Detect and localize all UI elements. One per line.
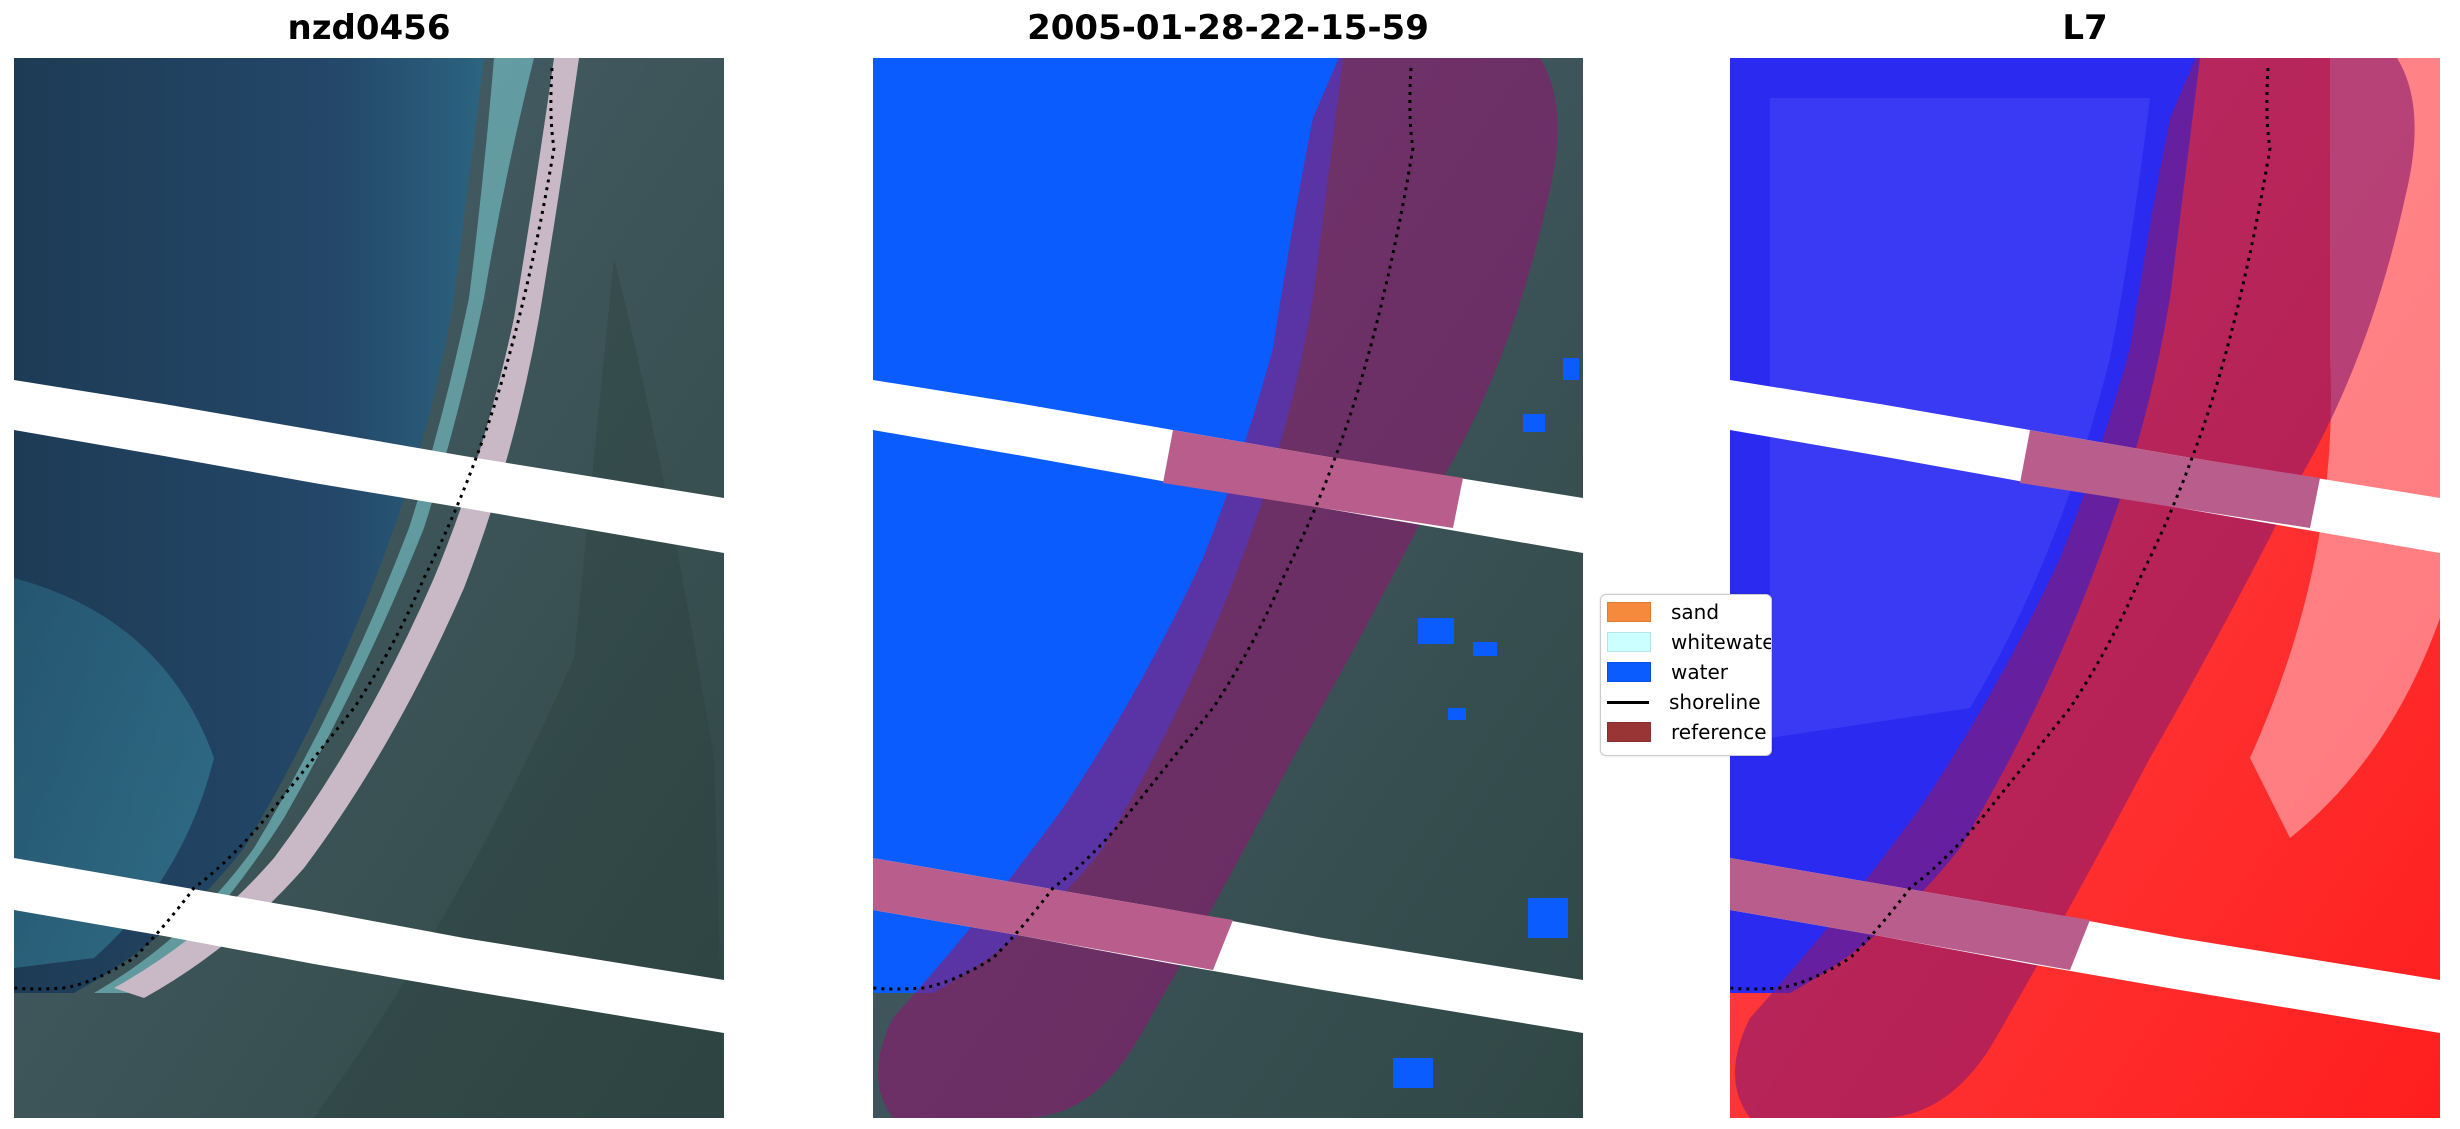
legend-swatch [1607, 662, 1651, 682]
panel-l7: L7 [1730, 0, 2440, 1129]
l7-image [1730, 58, 2440, 1118]
surf-zone [94, 58, 534, 993]
legend-label: reference [1671, 720, 1767, 744]
reference-buffer-gap [2020, 430, 2320, 528]
legend-item-sand: sand [1601, 597, 1719, 627]
panel-title: 2005-01-28-22-15-59 [1027, 8, 1429, 48]
legend-item-reference: reference [1601, 717, 1767, 747]
legend-item-whitewater: whitewater [1601, 627, 1772, 657]
rgb-image [14, 58, 724, 1118]
legend-label: shoreline [1669, 690, 1761, 714]
water-patch [1393, 1058, 1433, 1088]
water-index [1730, 58, 2200, 993]
water-patch [1418, 618, 1454, 644]
reference-buffer [878, 58, 1558, 1118]
legend-line [1607, 700, 1649, 704]
water-patch [1448, 708, 1466, 720]
panel-title: L7 [2062, 8, 2108, 48]
legend: sand whitewater water shoreline referenc… [1600, 594, 1772, 756]
panel-classification: 2005-01-28-22-15-59 [873, 0, 1583, 1129]
legend-swatch [1607, 722, 1651, 742]
water-patch [1473, 642, 1497, 656]
water-class [873, 58, 1343, 993]
legend-label: water [1671, 660, 1728, 684]
legend-swatch [1607, 602, 1651, 622]
legend-label: sand [1671, 600, 1720, 624]
land-highlight [2250, 58, 2440, 838]
reference-buffer [1735, 58, 2415, 1118]
reference-buffer-gap [873, 858, 1233, 970]
panel-rgb: nzd0456 [14, 0, 724, 1129]
legend-label: whitewater [1671, 630, 1772, 654]
water-patch [1523, 414, 1545, 432]
legend-item-water: water [1601, 657, 1728, 687]
classification-image [873, 58, 1583, 1118]
reference-buffer-gap [1730, 858, 2090, 970]
legend-item-shoreline: shoreline [1601, 687, 1761, 717]
reference-buffer-gap [1163, 430, 1463, 528]
scanline-gap [14, 858, 724, 1033]
water-patch [1563, 358, 1579, 380]
scanline-gap [14, 380, 724, 553]
water-patch [1528, 898, 1568, 938]
inland-shade [314, 258, 724, 1118]
panel-title: nzd0456 [287, 8, 451, 48]
legend-swatch [1607, 632, 1651, 652]
